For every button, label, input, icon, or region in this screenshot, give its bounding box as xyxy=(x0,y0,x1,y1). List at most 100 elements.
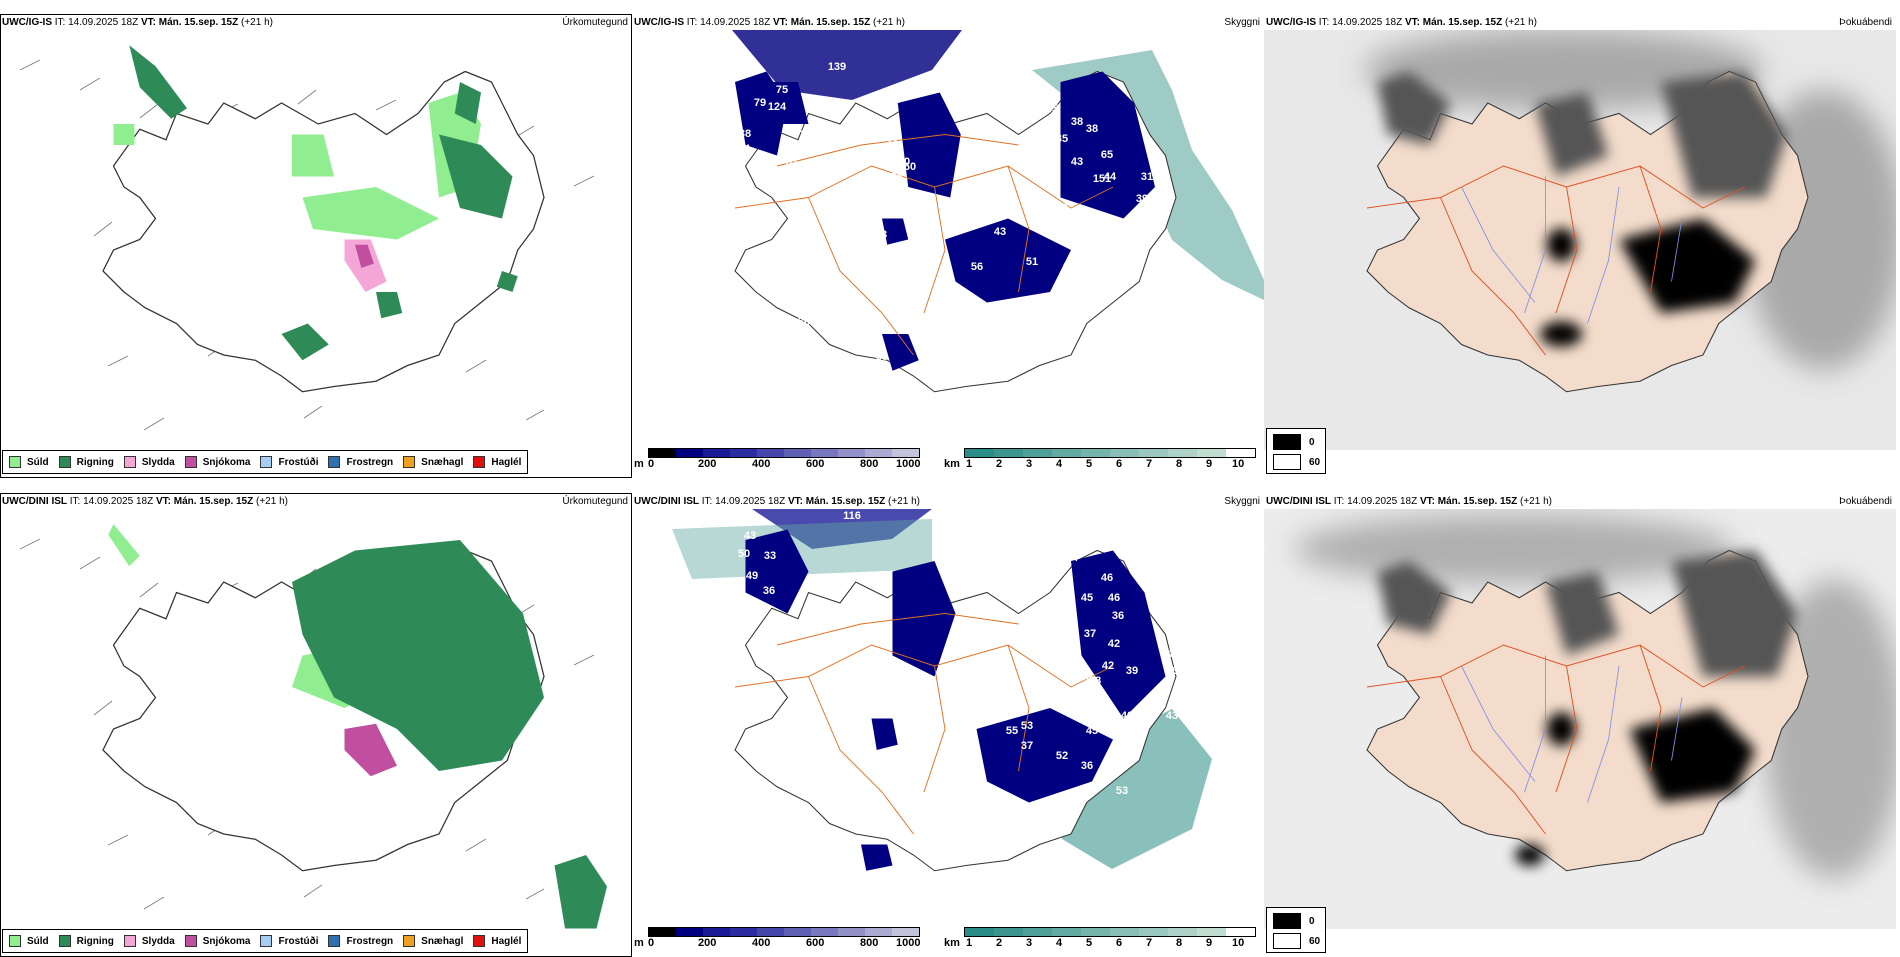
legend-item: Rigning xyxy=(58,456,114,468)
legend-item: Haglél xyxy=(473,935,521,947)
legend-item: Slydda xyxy=(123,935,175,947)
precip-legend: Súld Rigning Slydda Snjókoma Frostúði Fr… xyxy=(2,450,529,474)
visibility-label: 42 xyxy=(1102,660,1114,672)
precip-panel-1: UWC/IG-IS IT: 14.09.2025 18Z VT: Mán. 15… xyxy=(0,14,632,478)
visibility-label: 65 xyxy=(1101,149,1113,161)
legend-swatch xyxy=(260,456,273,468)
visibility-label: 37 xyxy=(881,191,893,203)
fog-legend-row: 60 xyxy=(1273,454,1320,470)
scale-step xyxy=(1197,449,1226,457)
precip-title: Úrkomutegund xyxy=(562,496,628,507)
legend-swatch xyxy=(328,456,341,468)
visibility-label: 88 xyxy=(1076,700,1088,712)
scale-step xyxy=(865,449,892,457)
legend-swatch xyxy=(9,456,21,468)
precip-title: Úrkomutegund xyxy=(562,17,628,28)
visibility-label: 45 xyxy=(1086,725,1098,737)
scale-step xyxy=(676,928,703,936)
visibility-label: 34 xyxy=(1141,231,1154,243)
visibility-label: 51 xyxy=(826,676,838,688)
scale-step xyxy=(1168,928,1197,936)
cloud-scale-m: m 0 200 400 600 800 1000 xyxy=(634,927,934,951)
scale-step xyxy=(994,449,1023,457)
visibility-label: 40 xyxy=(1121,710,1133,722)
fog-panel-1: UWC/IG-IS IT: 14.09.2025 18Z VT: Mán. 15… xyxy=(1264,14,1896,478)
visibility-label: 124 xyxy=(768,101,787,113)
visibility-label: 139 xyxy=(828,61,846,73)
scale-step xyxy=(1023,928,1052,936)
visibility-label: 38 xyxy=(1071,116,1083,128)
precip-map xyxy=(19,524,607,929)
scale-step xyxy=(865,928,892,936)
visibility-label: 43 xyxy=(1166,710,1178,722)
legend-item: Frostúði xyxy=(260,456,318,468)
fog-swatch xyxy=(1273,454,1301,470)
visibility-label: 36 xyxy=(1081,760,1093,772)
scale-step xyxy=(838,449,865,457)
scale-step xyxy=(703,928,730,936)
visibility-label: 50 xyxy=(738,548,750,560)
visibility-label: 38 xyxy=(739,128,751,140)
fog-map xyxy=(1264,509,1896,929)
visibility-label: 36 xyxy=(1112,610,1124,622)
visibility-label: 33 xyxy=(876,131,888,143)
visibility-label: 36 xyxy=(1116,239,1128,251)
legend-item: Súld xyxy=(9,456,49,468)
legend-swatch xyxy=(473,456,486,468)
scale-step xyxy=(1081,449,1110,457)
visibility-label: 42 xyxy=(791,123,803,135)
legend-swatch xyxy=(123,456,136,468)
legend-item: Rigning xyxy=(58,935,114,947)
visibility-label: 258 xyxy=(1083,675,1101,687)
legend-swatch xyxy=(123,935,136,947)
legend-item: Súld xyxy=(9,935,49,947)
scale-step xyxy=(676,449,703,457)
scale-step xyxy=(649,928,676,936)
scale-bar xyxy=(648,927,920,937)
visibility-label: 10 xyxy=(838,665,850,677)
scale-step xyxy=(811,449,838,457)
precip-panel-2: UWC/DINI ISL IT: 14.09.2025 18Z VT: Mán.… xyxy=(0,493,632,957)
visibility-label: 84 xyxy=(1066,552,1079,564)
visibility-label: 151 xyxy=(1093,173,1111,185)
visibility-label: 55 xyxy=(798,642,810,654)
visibility-label: 46 xyxy=(1101,572,1113,584)
panel-title: UWC/IG-IS IT: 14.09.2025 18Z VT: Mán. 15… xyxy=(1266,17,1537,28)
visibility-label: 49 xyxy=(861,113,873,125)
visibility-label: 45 xyxy=(1081,592,1093,604)
visibility-label: 35 xyxy=(1101,251,1113,263)
cloud-panel-2: UWC/DINI ISL IT: 14.09.2025 18Z VT: Mán.… xyxy=(632,493,1264,957)
scale-step xyxy=(649,449,676,457)
visibility-label: 153 xyxy=(869,229,887,241)
precip-map xyxy=(19,45,595,431)
legend-item: Haglél xyxy=(473,456,521,468)
visibility-label: 33 xyxy=(764,550,776,562)
visibility-label: 41 xyxy=(1081,271,1093,283)
visibility-label: 42 xyxy=(826,321,838,333)
visibility-label: 56 xyxy=(971,261,983,273)
visibility-label: 50 xyxy=(884,149,896,161)
visibility-label: 34 xyxy=(1161,648,1174,660)
visibility-label: 35 xyxy=(1056,133,1068,145)
panel-title: UWC/IG-IS IT: 14.09.2025 18Z VT: Mán. 15… xyxy=(2,17,273,28)
scale-step xyxy=(1081,928,1110,936)
scale-step xyxy=(965,928,994,936)
legend-swatch xyxy=(403,935,416,947)
fog-legend-row: 0 xyxy=(1273,434,1315,450)
visibility-label: 38 xyxy=(891,171,903,183)
visibility-label: 79 xyxy=(754,97,766,109)
scale-bar xyxy=(964,448,1256,458)
scale-step xyxy=(1110,928,1139,936)
visibility-label: 31 xyxy=(1131,213,1143,225)
visibility-label: 37 xyxy=(1021,740,1033,752)
visibility-label: 49 xyxy=(1096,775,1108,787)
cloud-panel-1: UWC/IG-IS IT: 14.09.2025 18Z VT: Mán. 15… xyxy=(632,14,1264,478)
visibility-label: 50 xyxy=(1136,715,1148,727)
visibility-label: 43 xyxy=(994,226,1006,238)
visibility-label: 43 xyxy=(1071,156,1083,168)
panel-title: UWC/DINI ISL IT: 14.09.2025 18Z VT: Mán.… xyxy=(634,496,920,507)
scale-step xyxy=(1139,928,1168,936)
visibility-label: 42 xyxy=(1086,291,1098,303)
visibility-label: 44 xyxy=(1104,171,1117,183)
visibility-label: 44 xyxy=(738,143,751,155)
